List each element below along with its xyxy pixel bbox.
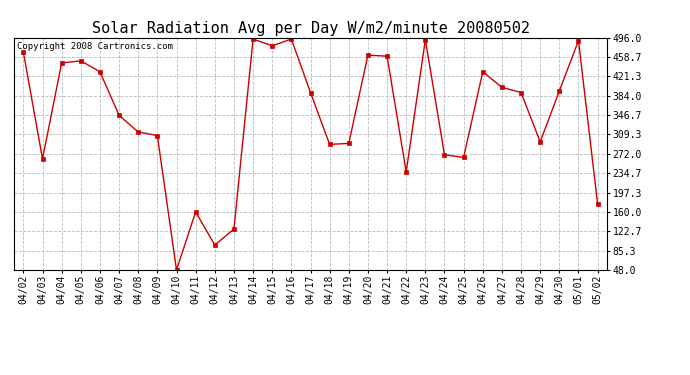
Text: Copyright 2008 Cartronics.com: Copyright 2008 Cartronics.com <box>17 42 172 51</box>
Title: Solar Radiation Avg per Day W/m2/minute 20080502: Solar Radiation Avg per Day W/m2/minute … <box>92 21 529 36</box>
